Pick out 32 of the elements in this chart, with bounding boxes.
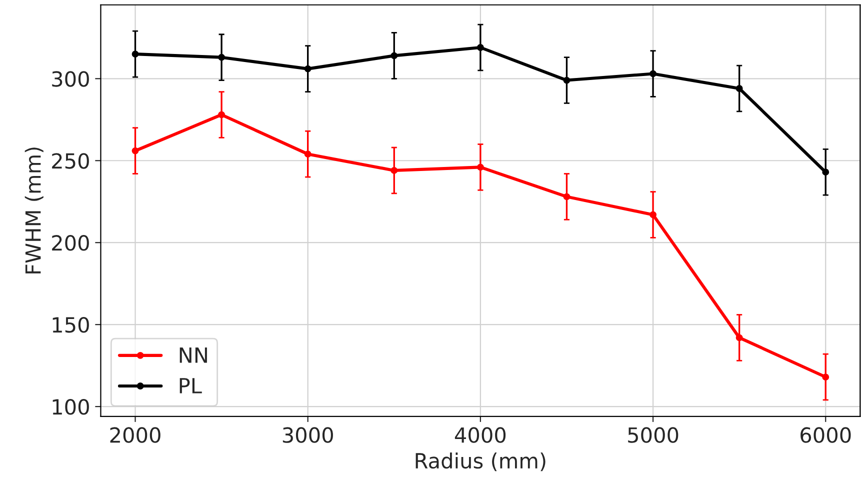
x-axis-title: Radius (mm) — [416, 452, 546, 472]
point — [822, 168, 830, 176]
point — [563, 193, 570, 200]
point — [390, 166, 398, 174]
point — [218, 54, 226, 61]
point — [736, 334, 743, 342]
point — [390, 52, 398, 60]
point — [563, 76, 570, 84]
x-tick-label: 5000 — [628, 427, 678, 443]
y-axis-title: FWHM (mm) — [24, 148, 44, 274]
legend-label: NN — [180, 348, 207, 363]
point — [650, 211, 656, 218]
point — [476, 164, 484, 171]
point — [304, 65, 312, 72]
x-tick-label: 6000 — [800, 427, 851, 443]
point — [736, 85, 743, 92]
y-tick-label: 250 — [52, 153, 89, 169]
y-tick-label: 300 — [52, 71, 89, 87]
x-tick-label: 3000 — [282, 427, 333, 443]
point — [822, 374, 830, 381]
point — [650, 70, 656, 78]
point — [132, 50, 139, 58]
point — [218, 111, 226, 118]
y-tick-label: 150 — [52, 317, 89, 333]
point — [304, 150, 312, 158]
point — [132, 147, 139, 154]
x-tick-label: 4000 — [454, 427, 506, 443]
y-tick-label: 200 — [52, 235, 89, 251]
x-tick-label: 2000 — [110, 427, 160, 443]
point — [476, 44, 484, 51]
legend-label: PL — [180, 378, 202, 394]
y-tick-label: 100 — [52, 399, 89, 415]
